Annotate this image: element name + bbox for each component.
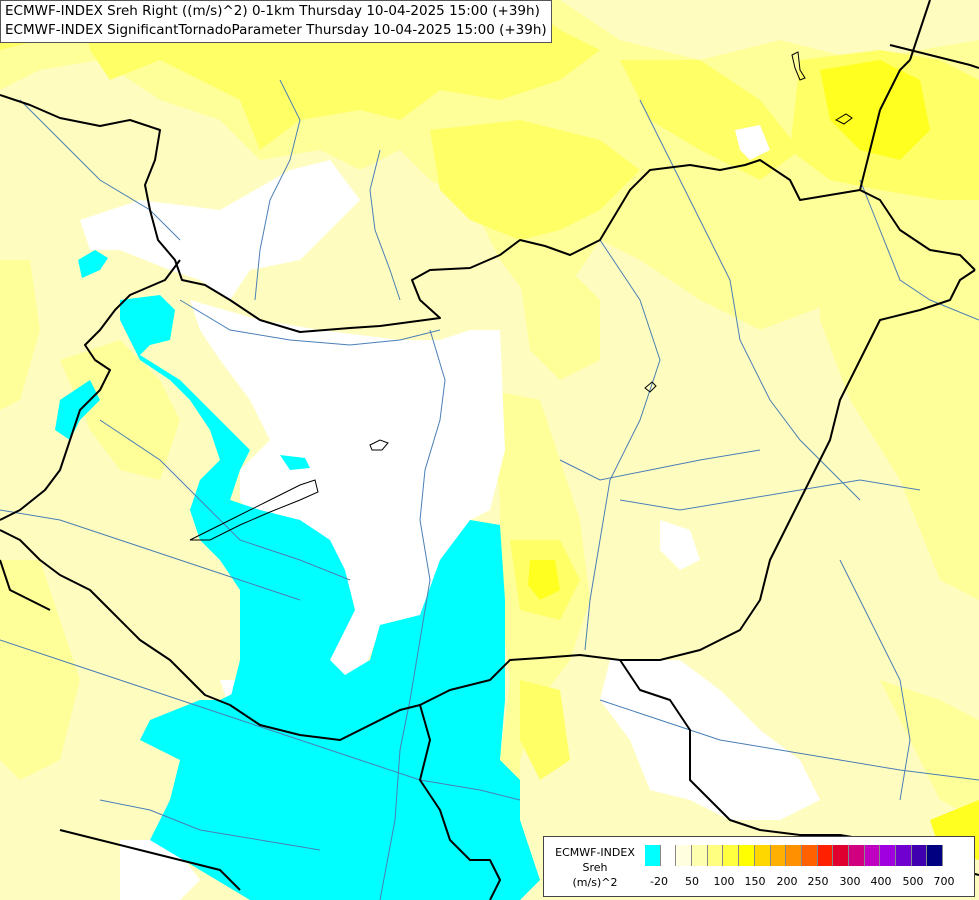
legend-swatch xyxy=(707,845,724,866)
legend-swatch xyxy=(848,845,865,866)
legend-swatch xyxy=(801,845,818,866)
legend-swatch xyxy=(896,845,912,866)
legend-swatch xyxy=(786,845,802,866)
lakes xyxy=(189,51,853,541)
legend-swatch xyxy=(739,845,755,866)
legend-ticks: -20 50 100 150 200 250 300 400 500 700 xyxy=(645,875,975,891)
legend-label-line-1: ECMWF-INDEX xyxy=(555,846,635,859)
legend-tick-label: 400 xyxy=(870,875,892,888)
legend-tick-label: 200 xyxy=(776,875,798,888)
legend-label-line-3: (m/s)^2 xyxy=(572,876,618,889)
legend-label-line-2: Sreh xyxy=(582,861,608,874)
legend-swatch xyxy=(676,845,693,866)
legend-swatch xyxy=(660,845,677,866)
legend-swatch xyxy=(911,845,928,866)
legend-tick-label: 300 xyxy=(839,875,861,888)
legend-swatch xyxy=(723,845,740,866)
legend-tick-label: 100 xyxy=(713,875,735,888)
map-title-box: ECMWF-INDEX Sreh Right ((m/s)^2) 0-1km T… xyxy=(0,0,552,43)
legend-tick-label: 700 xyxy=(933,875,955,888)
title-line-1: ECMWF-INDEX Sreh Right ((m/s)^2) 0-1km T… xyxy=(5,3,540,19)
legend-swatch xyxy=(770,845,787,866)
cyan-areas xyxy=(55,250,540,900)
rivers xyxy=(0,79,979,900)
legend-swatch xyxy=(864,845,881,866)
title-line-2: ECMWF-INDEX SignificantTornadoParameter … xyxy=(5,22,547,38)
legend-swatch xyxy=(645,845,661,866)
legend-tick-label: 250 xyxy=(807,875,829,888)
legend-swatch xyxy=(927,845,944,866)
legend-swatch xyxy=(692,845,708,866)
legend-swatches xyxy=(645,845,944,866)
legend-swatch xyxy=(880,845,896,866)
legend-swatch xyxy=(754,845,771,866)
color-legend: ECMWF-INDEX Sreh (m/s)^2 -20 50 100 150 200 2… xyxy=(543,836,975,897)
legend-tick-label: 500 xyxy=(902,875,924,888)
legend-swatch xyxy=(817,845,834,866)
legend-tick-label: 150 xyxy=(744,875,766,888)
legend-tick-label: -20 xyxy=(650,875,668,888)
legend-swatch xyxy=(833,845,849,866)
legend-tick-label: 50 xyxy=(685,875,699,888)
legend-label: ECMWF-INDEX Sreh (m/s)^2 xyxy=(546,845,644,890)
